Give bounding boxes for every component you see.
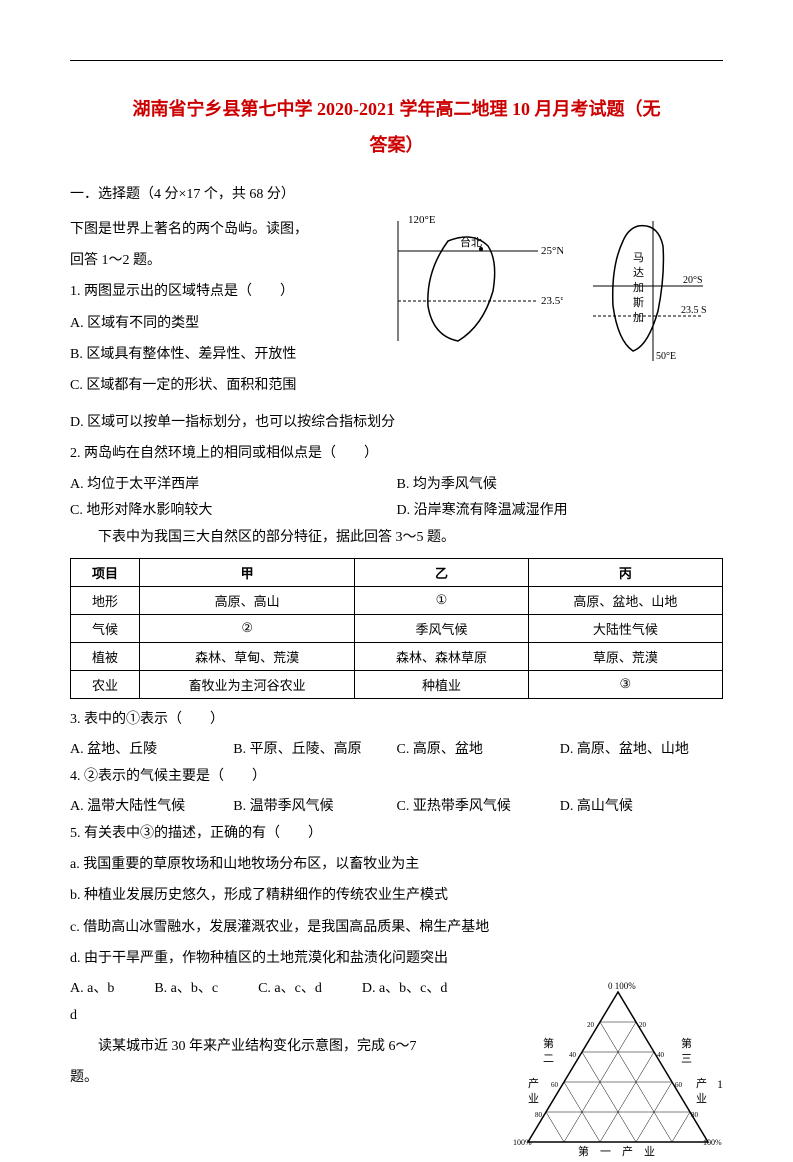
q5-sub-a: a. 我国重要的草原牧场和山地牧场分布区，以畜牧业为主 [70, 852, 723, 877]
question-4: 4. ②表示的气候主要是（ ） [70, 764, 723, 789]
lat-25n: 25°N [541, 245, 563, 257]
svg-text:产: 产 [696, 1076, 707, 1090]
svg-text:20: 20 [639, 1021, 647, 1029]
svg-text:二: 二 [543, 1053, 554, 1065]
title-line-2: 答案） [70, 127, 723, 163]
col-header-2: 乙 [355, 558, 528, 586]
table-row: 植被 森林、草甸、荒漠 森林、森林草原 草原、荒漠 [71, 642, 723, 670]
intro-1a: 下图是世界上著名的两个岛屿。读图， [70, 217, 378, 242]
top-border [70, 60, 723, 61]
triangle-right-label-1: 第 [681, 1036, 692, 1050]
lat-235s: 23.5 S [681, 305, 707, 316]
col-header-3: 丙 [528, 558, 722, 586]
q4-option-a: A. 温带大陆性气候 [70, 795, 233, 815]
svg-text:三: 三 [681, 1053, 692, 1065]
taipei-label: 台北 [460, 235, 482, 249]
svg-text:60: 60 [675, 1081, 683, 1089]
q5-sub-c: c. 借助高山冰雪融水，发展灌溉农业，是我国高品质果、棉生产基地 [70, 915, 723, 940]
q3-option-c: C. 高原、盆地 [397, 738, 560, 758]
madagascar-label: 马 [633, 251, 644, 264]
table-row: 农业 畜牧业为主河谷农业 种植业 ③ [71, 670, 723, 698]
svg-text:80: 80 [691, 1111, 699, 1119]
section-1-header: 一．选择题（4 分×17 个，共 68 分） [70, 183, 723, 203]
madagascar-map-figure: 20°S 23.5 S 50°E 马 达 加 斯 加 [583, 211, 723, 371]
table-header-row: 项目 甲 乙 丙 [71, 558, 723, 586]
col-header-0: 项目 [71, 558, 140, 586]
question-1: 1. 两图显示出的区域特点是（ ） [70, 279, 378, 304]
q1-option-c: C. 区域都有一定的形状、面积和范围 [70, 373, 378, 398]
svg-text:20: 20 [587, 1021, 595, 1029]
ternary-chart: 0 100% 第 二 产 业 第 三 产 业 第 一 产 业 100% 100%… [513, 977, 723, 1162]
q1-option-d: D. 区域可以按单一指标划分，也可以按综合指标划分 [70, 410, 723, 435]
triangle-bottom-label: 第 一 产 业 [578, 1144, 655, 1157]
table-intro: 下表中为我国三大自然区的部分特征，据此回答 3～5 题。 [70, 525, 723, 550]
question-2: 2. 两岛屿在自然环境上的相同或相似点是（ ） [70, 441, 723, 466]
col-header-1: 甲 [140, 558, 355, 586]
q1-option-a: A. 区域有不同的类型 [70, 311, 378, 336]
q1-2-block: 下图是世界上著名的两个岛屿。读图， 回答 1～2 题。 1. 两图显示出的区域特… [70, 211, 723, 404]
q2-option-d: D. 沿岸寒流有降温减湿作用 [397, 499, 724, 519]
table-row: 气候 ② 季风气候 大陆性气候 [71, 614, 723, 642]
svg-text:业: 业 [696, 1092, 707, 1105]
q4-option-b: B. 温带季风气候 [233, 795, 396, 815]
intro-1b: 回答 1～2 题。 [70, 248, 378, 273]
q4-option-d: D. 高山气候 [560, 795, 723, 815]
q5-option-a: A. a、b [70, 977, 114, 997]
q2-option-a: A. 均位于太平洋西岸 [70, 473, 397, 493]
title-line-1: 湖南省宁乡县第七中学 2020-2021 学年高二地理 10 月月考试题（无 [70, 91, 723, 127]
lon-50e: 50°E [656, 351, 676, 362]
svg-text:60: 60 [551, 1081, 559, 1089]
lat-235n: 23.5°N [541, 295, 563, 307]
q1-option-b: B. 区域具有整体性、差异性、开放性 [70, 342, 378, 367]
svg-text:80: 80 [535, 1111, 543, 1119]
lon-label: 120°E [408, 214, 436, 226]
q4-option-c: C. 亚热带季风气候 [397, 795, 560, 815]
triangle-top-label: 0 100% [608, 981, 636, 991]
svg-text:40: 40 [569, 1051, 577, 1059]
svg-text:达: 达 [633, 266, 644, 279]
question-3: 3. 表中的①表示（ ） [70, 707, 723, 732]
q3-option-a: A. 盆地、丘陵 [70, 738, 233, 758]
svg-text:加: 加 [633, 311, 644, 324]
exam-title: 湖南省宁乡县第七中学 2020-2021 学年高二地理 10 月月考试题（无 答… [70, 91, 723, 163]
taiwan-map-figure: 120°E 25°N 23.5°N 台北 [378, 211, 563, 361]
svg-text:斯: 斯 [633, 296, 644, 309]
q2-option-b: B. 均为季风气候 [397, 473, 724, 493]
svg-text:40: 40 [657, 1051, 665, 1059]
natural-regions-table: 项目 甲 乙 丙 地形 高原、高山 ① 高原、盆地、山地 气候 ② 季风气候 大… [70, 558, 723, 699]
svg-text:加: 加 [633, 281, 644, 294]
svg-text:100%: 100% [513, 1138, 532, 1147]
question-5: 5. 有关表中③的描述，正确的有（ ） [70, 821, 723, 846]
q5-option-d: D. a、b、c、d [362, 977, 448, 997]
q5-option-c: C. a、c、d [258, 977, 322, 997]
q3-option-b: B. 平原、丘陵、高原 [233, 738, 396, 758]
q5-sub-b: b. 种植业发展历史悠久，形成了精耕细作的传统农业生产模式 [70, 883, 723, 908]
q5-sub-d: d. 由于干旱严重，作物种植区的土地荒漠化和盐渍化问题突出 [70, 946, 723, 971]
triangle-left-label-1: 第 [543, 1036, 554, 1050]
table-row: 地形 高原、高山 ① 高原、盆地、山地 [71, 586, 723, 614]
page-number: 1 [717, 1077, 723, 1092]
svg-text:业: 业 [528, 1092, 539, 1105]
q5-option-b: B. a、b、c [154, 977, 218, 997]
svg-text:产: 产 [528, 1076, 539, 1090]
q3-option-d: D. 高原、盆地、山地 [560, 738, 723, 758]
lat-20s: 20°S [683, 275, 703, 286]
q2-option-c: C. 地形对降水影响较大 [70, 499, 397, 519]
svg-text:100%: 100% [703, 1138, 722, 1147]
